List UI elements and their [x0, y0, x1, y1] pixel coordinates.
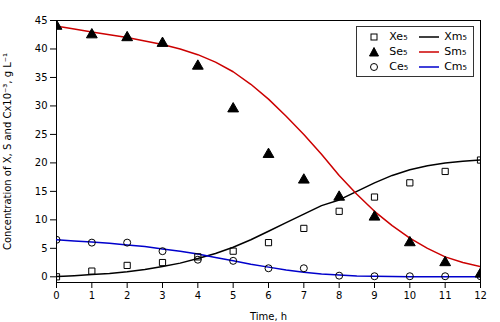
svg-text:30: 30	[35, 100, 48, 111]
svg-text:20: 20	[35, 157, 48, 168]
svg-text:0: 0	[53, 290, 59, 301]
svg-text:35: 35	[35, 72, 48, 83]
svg-text:6: 6	[265, 290, 271, 301]
svg-text:12: 12	[474, 290, 487, 301]
svg-text:Concentration of X, S and Cx10: Concentration of X, S and Cx10⁻³, g L⁻¹	[2, 53, 13, 250]
svg-text:5: 5	[41, 243, 47, 254]
html-text:Xm₅: Xm₅	[444, 30, 467, 43]
svg-text:2: 2	[124, 290, 130, 301]
html-text:Sm₅: Sm₅	[444, 45, 467, 58]
svg-text:40: 40	[35, 43, 48, 54]
svg-text:3: 3	[159, 290, 165, 301]
svg-text:10: 10	[35, 214, 48, 225]
html-text:Se₅: Se₅	[389, 45, 408, 58]
svg-text:Time, h: Time, h	[249, 311, 287, 322]
svg-text:10: 10	[403, 290, 416, 301]
svg-text:45: 45	[35, 15, 48, 26]
svg-text:1: 1	[89, 290, 95, 301]
html-text:Cm₅: Cm₅	[444, 60, 467, 73]
svg-text:25: 25	[35, 129, 48, 140]
svg-text:7: 7	[301, 290, 307, 301]
html-text:Xe₅: Xe₅	[389, 30, 408, 43]
svg-text:9: 9	[371, 290, 377, 301]
html-text:Ce₅: Ce₅	[389, 60, 409, 73]
svg-text:8: 8	[336, 290, 342, 301]
svg-text:5: 5	[230, 290, 236, 301]
svg-text:4: 4	[195, 290, 201, 301]
svg-text:0: 0	[41, 271, 47, 282]
svg-text:11: 11	[439, 290, 452, 301]
svg-text:15: 15	[35, 186, 48, 197]
